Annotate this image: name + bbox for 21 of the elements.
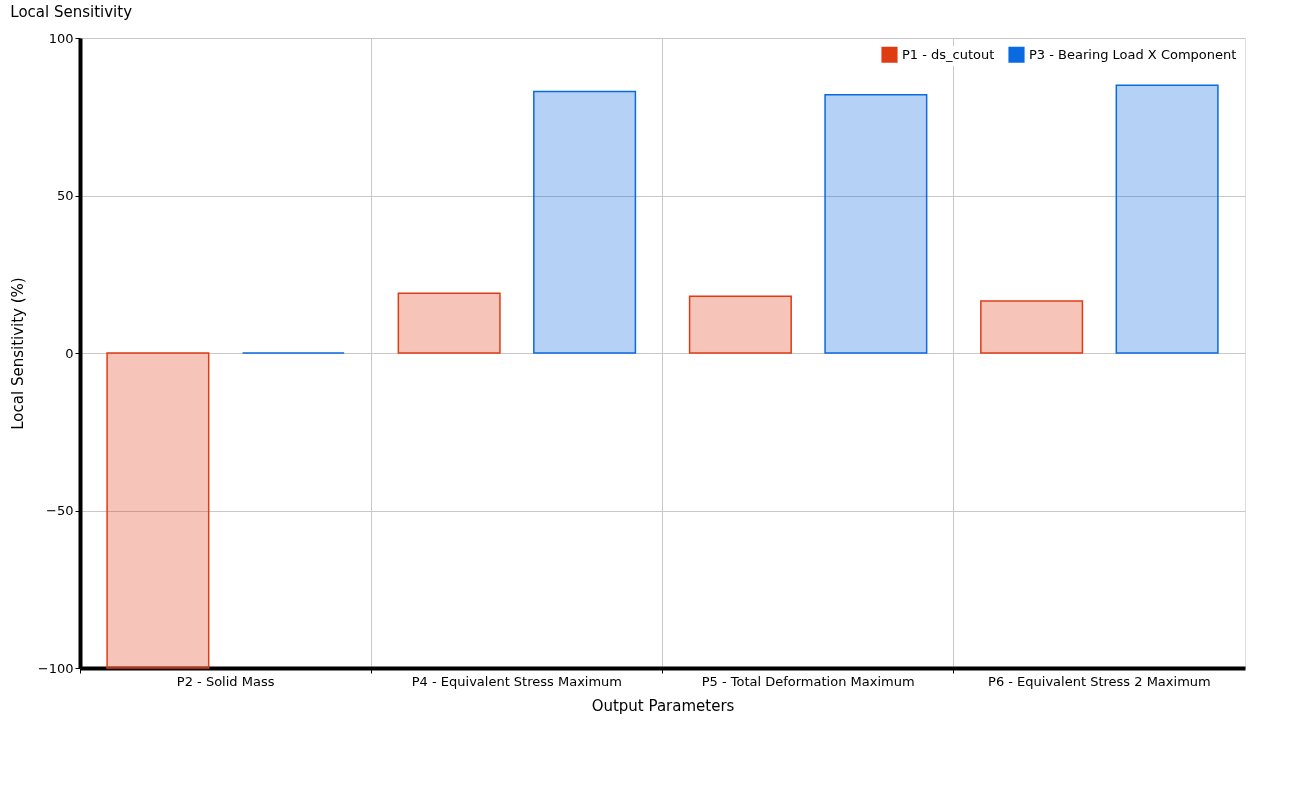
y-tick-label: 100 (48, 30, 74, 46)
x-axis-title: Output Parameters (591, 696, 735, 715)
bar (980, 300, 1084, 354)
y-axis-title: Local Sensitivity (%) (8, 277, 27, 430)
legend-label: P3 - Bearing Load X Component (1029, 46, 1237, 62)
chart-title: Local Sensitivity (10, 3, 133, 21)
legend-label: P1 - ds_cutout (902, 46, 995, 62)
y-tick-label: 50 (56, 188, 74, 203)
x-tick-label: P2 - Solid Mass (176, 673, 275, 689)
y-tick-label: 0 (65, 345, 74, 361)
x-tick-label: P6 - Equivalent Stress 2 Maximum (988, 673, 1211, 689)
bar (397, 292, 501, 354)
bar (1115, 84, 1219, 354)
x-tick-label: P5 - Total Deformation Maximum (701, 673, 915, 689)
bar (824, 93, 928, 354)
x-tick-label: P4 - Equivalent Stress Maximum (411, 673, 623, 689)
y-tick-label: −50 (46, 503, 74, 518)
bar (106, 352, 210, 669)
bar (688, 295, 792, 354)
y-tick-label: −100 (37, 660, 74, 676)
bar (533, 90, 637, 354)
